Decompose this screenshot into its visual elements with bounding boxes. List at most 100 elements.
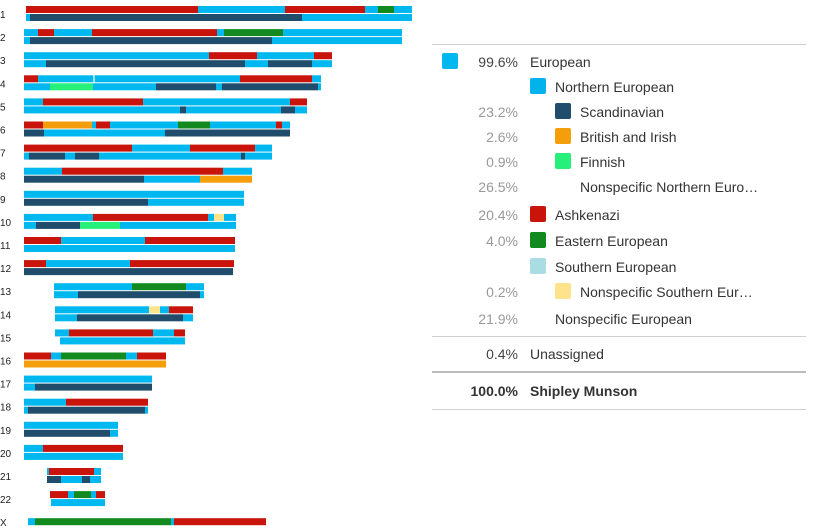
chromosome-13[interactable]: 13 (0, 283, 204, 299)
legend-row-unassigned[interactable]: 0.4% Unassigned (432, 341, 806, 366)
chromosome-top-segment-european (126, 352, 137, 360)
chromosome-7[interactable]: 7 (0, 144, 272, 160)
chromosome-top-segment-european (110, 121, 178, 129)
chromosome-top-segment-european (38, 75, 93, 83)
legend-label: Northern European (555, 79, 675, 95)
chromosome-top-segment-ashkenazi (24, 237, 61, 244)
chromosome-top-segment-european (143, 98, 290, 106)
chromosome-bottom-segment-scandinavian (82, 476, 90, 483)
legend-divider (432, 336, 806, 337)
chromosome-10[interactable]: 10 (0, 213, 236, 229)
chromosome-label: 14 (0, 310, 12, 321)
chromosome-bottom-segment-scandinavian (30, 37, 272, 45)
chromosome-bottom-segment-european (110, 429, 118, 437)
chromosome-bottom-segment-scandinavian (36, 221, 80, 229)
chromosome-top-segment-ashkenazi (24, 121, 43, 129)
chromosome-5[interactable]: 5 (0, 98, 307, 114)
chromosome-top-segment-ashkenazi (24, 260, 46, 268)
chromosome-bottom-segment-european (90, 476, 101, 483)
chromosome-18[interactable]: 18 (0, 398, 148, 414)
chromosome-bottom-segment-european (54, 291, 78, 299)
chromosome-15[interactable]: 15 (0, 329, 185, 345)
chromosome-label: 6 (0, 126, 6, 137)
chromosome-9[interactable]: 9 (0, 190, 244, 206)
chromosome-top-segment-ashkenazi (314, 52, 332, 60)
chromosome-8[interactable]: 8 (0, 167, 252, 183)
chromosome-label: 17 (0, 380, 12, 391)
chromosome-12[interactable]: 12 (0, 260, 234, 276)
chromosome-top-segment-european (223, 167, 252, 175)
chromosome-top-segment-nsouthern (149, 306, 160, 314)
legend-label: Nonspecific European (555, 311, 692, 327)
legend-row-northern-european[interactable]: Northern European (432, 74, 806, 99)
chromosome-top-segment-ashkenazi (290, 98, 307, 106)
chromosome-bottom-segment-european (318, 83, 321, 91)
legend-row-nonspecific-european[interactable]: 21.9% Nonspecific European (432, 306, 806, 331)
legend-divider (432, 371, 806, 373)
chromosome-20[interactable]: 20 (0, 444, 123, 460)
chromosome-bottom-segment-european (312, 60, 332, 68)
legend-row-southern-european[interactable]: Southern European (432, 254, 806, 279)
chromosome-top-segment-ashkenazi (190, 144, 255, 152)
chromosome-top-segment-european (54, 29, 92, 37)
chromosome-22[interactable]: 22 (0, 491, 105, 507)
chromosome-top-segment-ashkenazi (92, 29, 217, 37)
legend-row-eastern-european[interactable]: 4.0% Eastern European (432, 228, 806, 253)
chromosome-bottom-segment-european (183, 314, 193, 322)
chromosome-bottom-segment-european (196, 106, 281, 114)
chromosome-label: 5 (0, 102, 6, 113)
chromosome-label: 13 (0, 287, 12, 298)
chromosome-19[interactable]: 19 (0, 421, 118, 437)
chromosome-bottom-segment-scandinavian (35, 383, 152, 391)
chromosome-top-segment-ashkenazi (69, 329, 153, 337)
chromosome-2[interactable]: 2 (0, 29, 402, 45)
chromosome-bottom-segment-european (65, 152, 75, 160)
chromosome-label: 10 (0, 218, 12, 229)
chromosome-label: 4 (0, 79, 6, 90)
legend-percentage: 0.2% (486, 284, 518, 300)
legend-divider (432, 409, 806, 410)
chromosome-6[interactable]: 6 (0, 121, 290, 137)
chromosome-x-segment-eastern (35, 518, 171, 526)
chromosome-bottom-segment-european (302, 14, 412, 21)
chromosome-bottom-segment-scandinavian (180, 106, 186, 114)
legend-row-scandinavian[interactable]: 23.2% Scandinavian (432, 99, 806, 124)
legend-row-european[interactable]: 99.6% European (432, 49, 806, 74)
legend-row-nonspecific-northern-euro[interactable]: 26.5% Nonspecific Northern Euro… (432, 174, 806, 199)
chromosome-bottom-segment-scandinavian (281, 106, 295, 114)
legend-swatch-southern (530, 258, 546, 274)
chromosome-top-segment-european (24, 375, 152, 383)
chromosome-3[interactable]: 3 (0, 52, 332, 68)
chromosome-top-segment-european (51, 352, 61, 360)
legend-row-total[interactable]: 100.0% Shipley Munson (432, 378, 806, 403)
legend-swatch-british (555, 128, 571, 144)
chromosome-1[interactable]: 1 (0, 6, 412, 21)
chromosome-X[interactable]: X (0, 518, 266, 528)
chromosome-top-segment-european (257, 52, 314, 60)
chromosome-bottom-segment-european (24, 152, 29, 160)
chromosome-4[interactable]: 4 (0, 75, 321, 91)
chromosome-bottom-segment-european (24, 60, 46, 68)
chromosome-bottom-segment-european (51, 499, 105, 507)
legend-label: European (530, 54, 591, 70)
chromosome-14[interactable]: 14 (0, 306, 193, 322)
chromosome-17[interactable]: 17 (0, 375, 152, 391)
chromosome-top-segment-european (224, 213, 236, 221)
chromosome-bottom-segment-european (93, 83, 156, 91)
chromosome-21[interactable]: 21 (0, 468, 101, 483)
legend-row-finnish[interactable]: 0.9% Finnish (432, 149, 806, 174)
chromosome-top-segment-european (94, 468, 101, 475)
chromosome-bottom-segment-scandinavian (165, 129, 290, 137)
legend-row-british-and-irish[interactable]: 2.6% British and Irish (432, 124, 806, 149)
legend-row-nonspecific-southern-eur[interactable]: 0.2% Nonspecific Southern Eur… (432, 279, 806, 304)
legend-row-ashkenazi[interactable]: 20.4% Ashkenazi (432, 202, 806, 227)
legend-label: Ashkenazi (555, 207, 620, 223)
chromosome-bottom-segment-scandinavian (24, 129, 44, 137)
chromosome-16[interactable]: 16 (0, 352, 166, 368)
chromosome-top-segment-ashkenazi (130, 260, 234, 268)
chromosome-top-segment-european (91, 491, 96, 499)
chromosome-11[interactable]: 11 (0, 237, 235, 252)
chromosome-bottom-segment-european (24, 221, 36, 229)
chromosome-top-segment-ashkenazi (169, 306, 193, 314)
